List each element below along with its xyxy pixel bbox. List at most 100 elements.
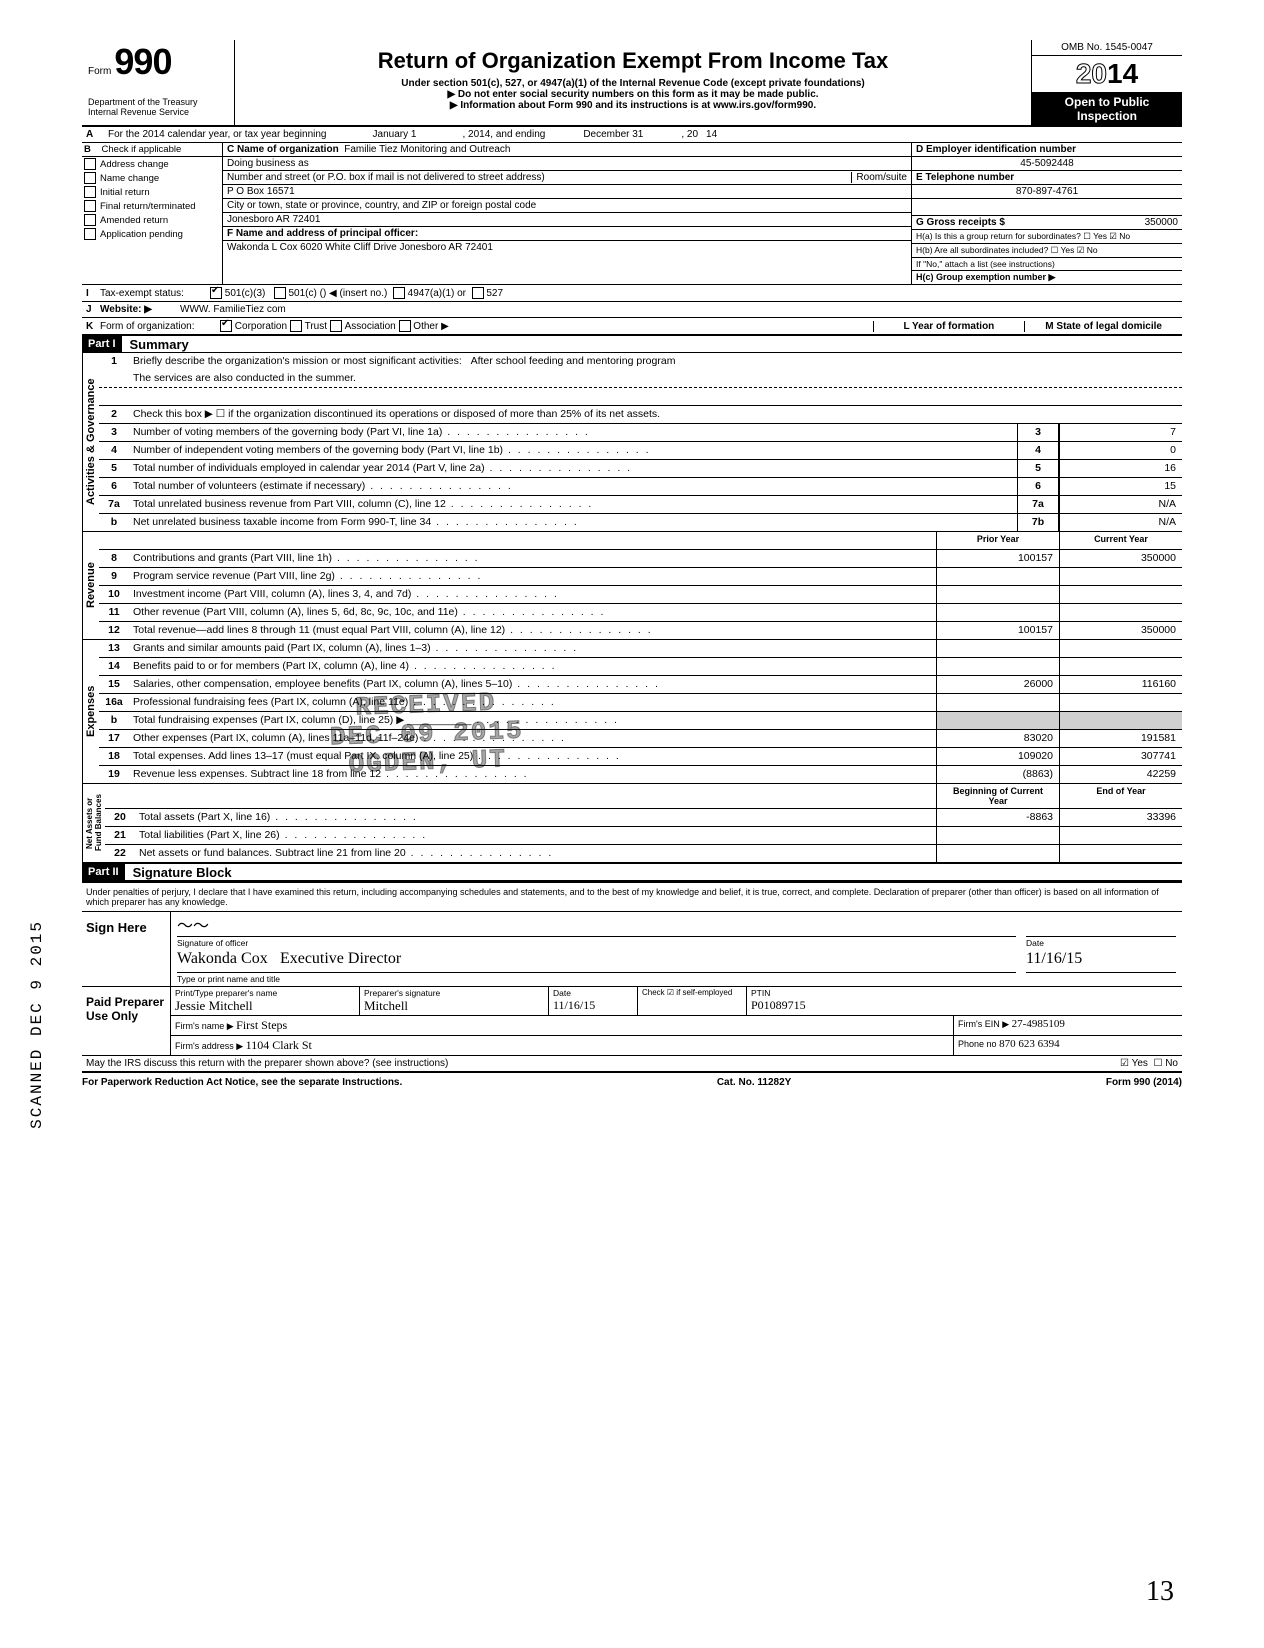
scanned-stamp: SCANNED DEC 9 2015 bbox=[28, 920, 46, 1129]
chk-final-return[interactable]: Final return/terminated bbox=[82, 199, 222, 213]
ha-label: H(a) Is this a group return for subordin… bbox=[916, 231, 1081, 241]
footer-right: Form 990 (2014) bbox=[1106, 1077, 1182, 1088]
firm-ein-label: Firm's EIN ▶ bbox=[958, 1019, 1009, 1029]
form-label: Form bbox=[88, 66, 111, 77]
city-label: City or town, state or province, country… bbox=[227, 200, 536, 211]
revenue-line-8: 8Contributions and grants (Part VIII, li… bbox=[99, 550, 1182, 568]
f-label: F Name and address of principal officer: bbox=[227, 228, 418, 239]
footer: For Paperwork Reduction Act Notice, see … bbox=[82, 1073, 1182, 1088]
line1-val: After school feeding and mentoring progr… bbox=[471, 355, 676, 367]
telephone: 870-897-4761 bbox=[912, 185, 1182, 199]
hc-label: H(c) Group exemption number ▶ bbox=[916, 272, 1055, 282]
chk-initial-return[interactable]: Initial return bbox=[82, 185, 222, 199]
prep-name-label: Print/Type preparer's name bbox=[175, 988, 355, 998]
expense-line-17: 17Other expenses (Part IX, column (A), l… bbox=[99, 730, 1182, 748]
chk-4947[interactable] bbox=[393, 287, 405, 299]
footer-left: For Paperwork Reduction Act Notice, see … bbox=[82, 1077, 402, 1088]
chk-527[interactable] bbox=[472, 287, 484, 299]
k-label: Form of organization: bbox=[100, 321, 220, 332]
summary-line-3: 3Number of voting members of the governi… bbox=[99, 424, 1182, 442]
revenue-line-11: 11Other revenue (Part VIII, column (A), … bbox=[99, 604, 1182, 622]
chk-corporation[interactable] bbox=[220, 320, 232, 332]
chk-name-change[interactable]: Name change bbox=[82, 171, 222, 185]
beg-year-header: Beginning of Current Year bbox=[936, 784, 1059, 808]
chk-501c3[interactable] bbox=[210, 287, 222, 299]
firm-addr-label: Firm's address ▶ bbox=[175, 1041, 243, 1051]
expense-line-b: bTotal fundraising expenses (Part IX, co… bbox=[99, 712, 1182, 730]
revenue-line-9: 9Program service revenue (Part VIII, lin… bbox=[99, 568, 1182, 586]
summary-line-b: bNet unrelated business taxable income f… bbox=[99, 514, 1182, 531]
signature-block: Under penalties of perjury, I declare th… bbox=[82, 881, 1182, 1073]
subtitle1: Under section 501(c), 527, or 4947(a)(1)… bbox=[241, 78, 1025, 89]
check-self[interactable]: Check ☑ if self-employed bbox=[638, 987, 747, 1015]
part1-title: Summary bbox=[122, 337, 189, 352]
netassets-line-22: 22Net assets or fund balances. Subtract … bbox=[105, 845, 1182, 862]
col-b: B Check if applicable Address change Nam… bbox=[82, 143, 223, 284]
expense-line-15: 15Salaries, other compensation, employee… bbox=[99, 676, 1182, 694]
ltr-b: B bbox=[84, 144, 91, 155]
omb-number: OMB No. 1545-0047 bbox=[1032, 40, 1182, 56]
form-header: Form 990 Department of the Treasury Inte… bbox=[82, 40, 1182, 127]
chk-501c[interactable] bbox=[274, 287, 286, 299]
gross-receipts: 350000 bbox=[1145, 217, 1178, 228]
org-name: Familie Tiez Monitoring and Outreach bbox=[344, 144, 510, 155]
prep-name: Jessie Mitchell bbox=[175, 998, 253, 1013]
form-990-page: Form 990 Department of the Treasury Inte… bbox=[82, 40, 1182, 1088]
expense-line-18: 18Total expenses. Add lines 13–17 (must … bbox=[99, 748, 1182, 766]
col-c: C Name of organization Familie Tiez Moni… bbox=[223, 143, 912, 284]
revenue-section: Revenue Prior Year Current Year 8Contrib… bbox=[82, 532, 1182, 640]
expense-line-14: 14Benefits paid to or for members (Part … bbox=[99, 658, 1182, 676]
chk-application-pending[interactable]: Application pending bbox=[82, 227, 222, 241]
expenses-section: Expenses 13Grants and similar amounts pa… bbox=[82, 640, 1182, 784]
chk-association[interactable] bbox=[330, 320, 342, 332]
c-name-label: C Name of organization bbox=[227, 144, 339, 155]
officer-signature[interactable]: ～～ bbox=[177, 914, 1016, 937]
side-revenue: Revenue bbox=[82, 532, 99, 639]
row-a-text2: , 2014, and ending bbox=[458, 127, 549, 142]
end-year-header: End of Year bbox=[1059, 784, 1182, 808]
tax-year: 2014 bbox=[1032, 56, 1182, 93]
open1: Open to Public bbox=[1032, 95, 1182, 109]
paid-preparer-label: Paid Preparer Use Only bbox=[82, 987, 171, 1055]
current-year-header: Current Year bbox=[1059, 532, 1182, 549]
phone-label: Phone no bbox=[958, 1039, 997, 1049]
header-left: Form 990 Department of the Treasury Inte… bbox=[82, 40, 235, 125]
col-d: D Employer identification number 45-5092… bbox=[912, 143, 1182, 284]
header-mid: Return of Organization Exempt From Incom… bbox=[235, 40, 1032, 125]
room-label: Room/suite bbox=[851, 172, 907, 183]
row-a: A For the 2014 calendar year, or tax yea… bbox=[82, 127, 1182, 143]
dba-label: Doing business as bbox=[227, 158, 309, 169]
part2-label: Part II bbox=[82, 864, 125, 880]
row-k: K Form of organization: Corporation Trus… bbox=[82, 318, 1182, 335]
sig-date-label: Date bbox=[1026, 938, 1176, 948]
summary-line-7a: 7aTotal unrelated business revenue from … bbox=[99, 496, 1182, 514]
expense-line-19: 19Revenue less expenses. Subtract line 1… bbox=[99, 766, 1182, 783]
org-address: P O Box 16571 bbox=[227, 186, 295, 197]
chk-other[interactable] bbox=[399, 320, 411, 332]
ltr-i: I bbox=[82, 288, 100, 299]
chk-amended-return[interactable]: Amended return bbox=[82, 213, 222, 227]
open2: Inspection bbox=[1032, 109, 1182, 123]
part2-header: Part II Signature Block bbox=[82, 863, 1182, 881]
dept2: Internal Revenue Service bbox=[88, 108, 228, 118]
addr-label: Number and street (or P.O. box if mail i… bbox=[227, 172, 545, 183]
summary-line-4: 4Number of independent voting members of… bbox=[99, 442, 1182, 460]
sig-declaration: Under penalties of perjury, I declare th… bbox=[82, 883, 1182, 912]
subtitle3: ▶ Information about Form 990 and its ins… bbox=[241, 100, 1025, 111]
chk-address-change[interactable]: Address change bbox=[82, 157, 222, 171]
activities-governance-section: Activities & Governance 1 Briefly descri… bbox=[82, 353, 1182, 532]
dept-treasury: Department of the Treasury Internal Reve… bbox=[88, 98, 228, 118]
chk-trust[interactable] bbox=[290, 320, 302, 332]
tax-year-end: December 31 bbox=[549, 127, 677, 142]
open-public: Open to Public Inspection bbox=[1032, 93, 1182, 125]
firm-phone: 870 623 6394 bbox=[999, 1038, 1060, 1050]
m-state: M State of legal domicile bbox=[1024, 321, 1182, 332]
ptin: P01089715 bbox=[751, 998, 806, 1012]
subtitle2: ▶ Do not enter social security numbers o… bbox=[241, 89, 1025, 100]
netassets-line-21: 21Total liabilities (Part X, line 26) bbox=[105, 827, 1182, 845]
firm-ein: 27-4985109 bbox=[1012, 1018, 1065, 1030]
part1-header: Part I Summary bbox=[82, 335, 1182, 353]
netassets-section: Net Assets orFund Balances Beginning of … bbox=[82, 784, 1182, 863]
ein: 45-5092448 bbox=[912, 157, 1182, 171]
hb-label: H(b) Are all subordinates included? bbox=[916, 245, 1048, 255]
